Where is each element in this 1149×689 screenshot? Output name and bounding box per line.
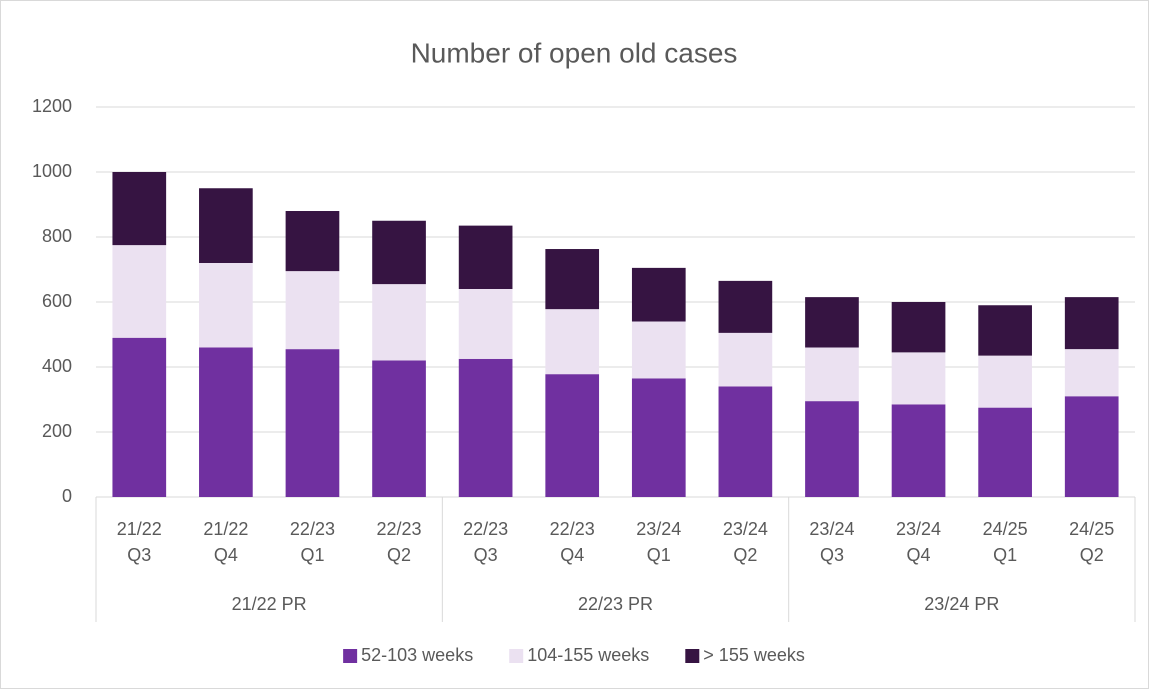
y-tick-label: 600 [42, 291, 72, 311]
bar-segment [112, 337, 167, 497]
legend-swatch [343, 649, 358, 663]
bar-segment [978, 305, 1032, 356]
bar-segment [718, 386, 773, 497]
legend-swatch [509, 649, 524, 663]
x-tick-label: 22/23 [290, 519, 335, 539]
bar-segment [372, 220, 426, 285]
x-tick-label: Q2 [1080, 545, 1104, 565]
x-tick-label: 24/25 [983, 519, 1028, 539]
bar-segment [805, 347, 859, 402]
x-tick-label: Q2 [733, 545, 757, 565]
bar-segment [199, 263, 253, 348]
x-tick-label: 22/23 [463, 519, 508, 539]
x-tick-label: Q3 [127, 545, 151, 565]
bar-segment [199, 347, 253, 497]
bar-segment [372, 360, 426, 497]
x-tick-label: Q3 [474, 545, 498, 565]
y-tick-label: 0 [62, 486, 72, 506]
group-label: 23/24 PR [924, 594, 999, 614]
x-tick-label: 23/24 [809, 519, 854, 539]
x-tick-label: Q1 [300, 545, 324, 565]
y-tick-label: 1200 [32, 96, 72, 116]
bar-segment [112, 172, 167, 246]
bar-segment [372, 284, 426, 361]
legend-label: 52-103 weeks [361, 645, 473, 665]
bar-segment [285, 271, 340, 350]
x-tick-label: Q4 [560, 545, 584, 565]
x-tick-label: 21/22 [117, 519, 162, 539]
bar-segment [718, 332, 773, 387]
x-tick-label: Q1 [647, 545, 671, 565]
bar-segment [978, 355, 1032, 408]
bar-segment [631, 321, 686, 379]
x-tick-label: Q4 [907, 545, 931, 565]
x-tick-label: Q1 [993, 545, 1017, 565]
bar-segment [891, 352, 946, 405]
x-tick-label: Q3 [820, 545, 844, 565]
bar-segment [1064, 396, 1119, 497]
bar-segment [891, 404, 946, 497]
bar-segment [112, 245, 167, 338]
x-tick-label: 23/24 [896, 519, 941, 539]
bar-segment [978, 407, 1032, 497]
x-tick-label: 21/22 [203, 519, 248, 539]
y-tick-label: 200 [42, 421, 72, 441]
bar-segment [285, 211, 340, 272]
bar-segment [718, 280, 773, 333]
chart-title: Number of open old cases [411, 37, 738, 68]
bar-segment [805, 297, 859, 348]
x-tick-label: Q4 [214, 545, 238, 565]
bar-segment [545, 309, 600, 375]
x-tick-label: 22/23 [377, 519, 422, 539]
legend-label: > 155 weeks [703, 645, 805, 665]
legend-label: 104-155 weeks [527, 645, 649, 665]
bar-segment [458, 225, 513, 289]
bar-segment [631, 267, 686, 322]
bar-segment [891, 302, 946, 353]
y-tick-label: 1000 [32, 161, 72, 181]
bar-segment [458, 358, 513, 497]
bar-segment [285, 349, 340, 497]
bar-segment [545, 374, 600, 497]
group-label: 22/23 PR [578, 594, 653, 614]
legend-swatch [685, 649, 700, 663]
y-tick-label: 400 [42, 356, 72, 376]
x-tick-label: 23/24 [723, 519, 768, 539]
y-tick-label: 800 [42, 226, 72, 246]
bar-segment [458, 289, 513, 359]
bar-segment [1064, 349, 1119, 397]
x-tick-label: Q2 [387, 545, 411, 565]
bar-segment [805, 401, 859, 497]
bar-segment [631, 378, 686, 497]
bar-segment [199, 188, 253, 263]
bar-segment [545, 249, 600, 310]
x-tick-label: 22/23 [550, 519, 595, 539]
x-tick-label: 24/25 [1069, 519, 1114, 539]
group-label: 21/22 PR [232, 594, 307, 614]
x-tick-label: 23/24 [636, 519, 681, 539]
bar-segment [1064, 297, 1119, 350]
